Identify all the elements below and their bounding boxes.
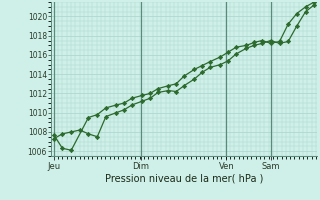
X-axis label: Pression niveau de la mer( hPa ): Pression niveau de la mer( hPa ) xyxy=(105,173,263,183)
